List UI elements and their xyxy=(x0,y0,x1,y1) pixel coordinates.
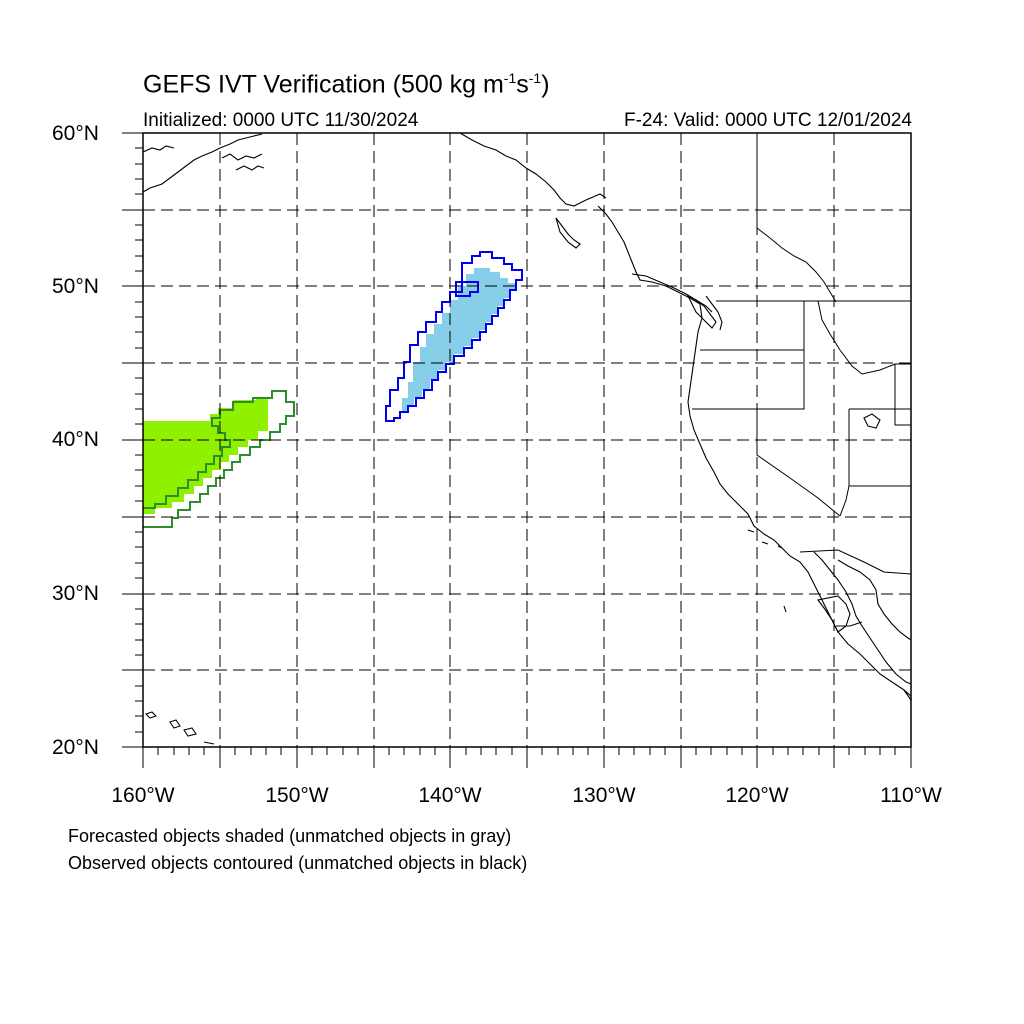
lat-label-60n: 60°N xyxy=(52,122,99,145)
observed-object-1 xyxy=(143,390,295,528)
axis-ticks xyxy=(122,132,912,768)
graticule xyxy=(143,133,911,747)
lat-label-40n: 40°N xyxy=(52,428,99,451)
lon-label-150w: 150°W xyxy=(265,784,329,807)
lon-label-140w: 140°W xyxy=(418,784,482,807)
title-exponent-2: -1 xyxy=(528,70,542,86)
lat-label-30n: 30°N xyxy=(52,582,99,605)
chart-title: GEFS IVT Verification (500 kg m-1s-1) xyxy=(143,70,550,99)
title-exponent-1: -1 xyxy=(503,70,517,86)
coastlines xyxy=(143,133,911,745)
title-unit-s: s xyxy=(516,70,529,99)
title-close: ) xyxy=(541,70,550,99)
forecast-object-1 xyxy=(143,398,268,514)
initialized-time: Initialized: 0000 UTC 11/30/2024 xyxy=(143,110,419,131)
lon-label-120w: 120°W xyxy=(725,784,789,807)
forecast-object-2 xyxy=(402,268,516,413)
lon-label-130w: 130°W xyxy=(572,784,636,807)
lon-label-110w: 110°W xyxy=(880,784,942,807)
lon-label-160w: 160°W xyxy=(111,784,175,807)
note-forecast: Forecasted objects shaded (unmatched obj… xyxy=(68,826,512,846)
lat-label-50n: 50°N xyxy=(52,275,99,298)
valid-time: F-24: Valid: 0000 UTC 12/01/2024 xyxy=(624,110,912,131)
political-borders xyxy=(692,133,911,627)
title-text: GEFS IVT Verification (500 kg m xyxy=(143,70,504,99)
lat-label-20n: 20°N xyxy=(52,736,99,759)
observed-object-2 xyxy=(385,251,523,422)
note-observed: Observed objects contoured (unmatched ob… xyxy=(68,853,528,873)
